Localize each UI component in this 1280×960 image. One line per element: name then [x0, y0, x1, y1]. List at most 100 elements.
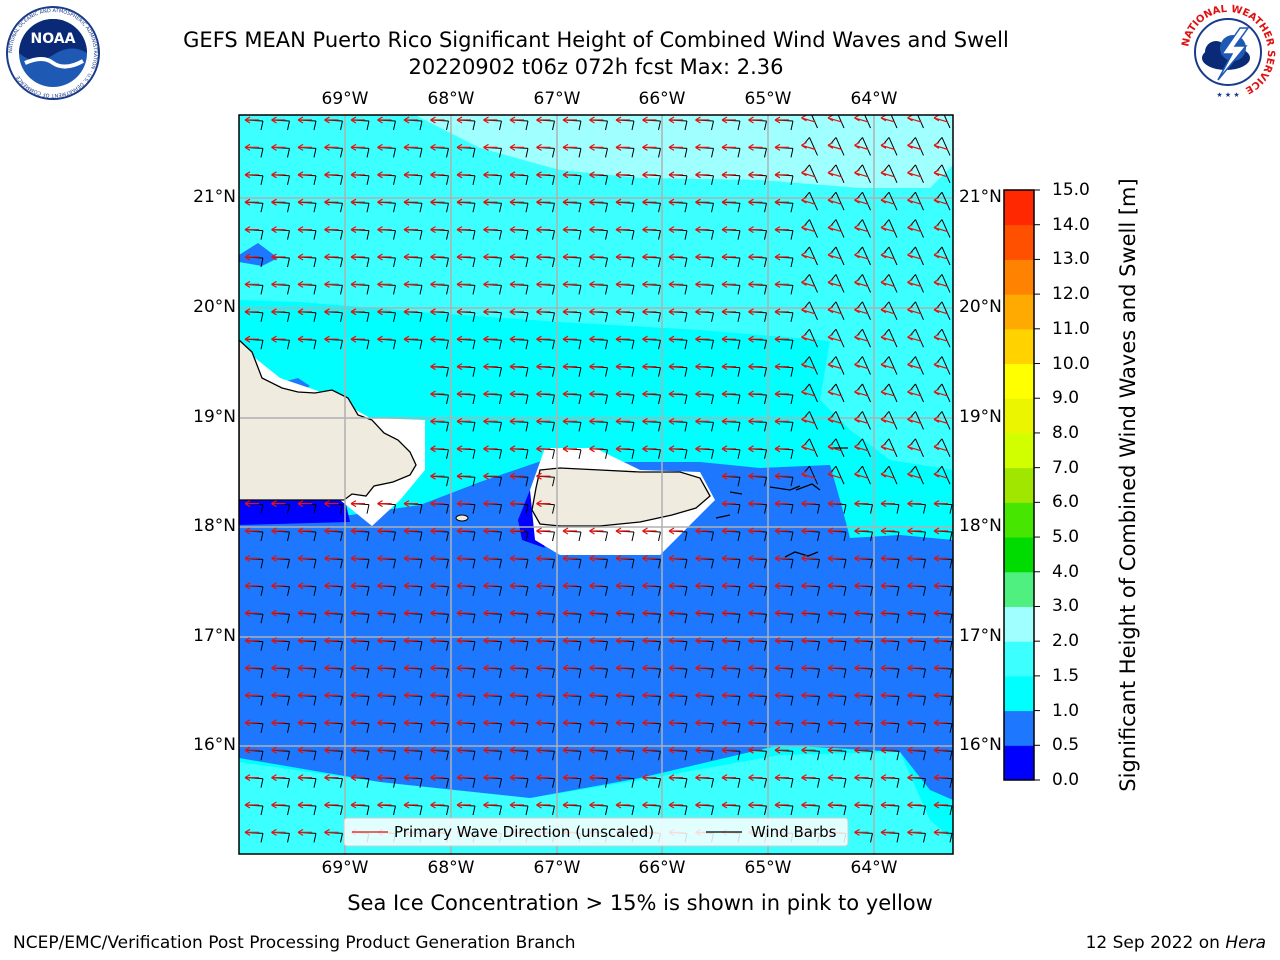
wave-direction-arrow [483, 472, 498, 480]
wave-direction-arrow [642, 746, 657, 754]
wave-direction-arrow [827, 554, 842, 562]
wave-direction-arrow [350, 774, 365, 782]
lon-label-bottom: 68°W [427, 858, 475, 878]
wave-direction-arrow [509, 171, 524, 179]
wave-direction-arrow [536, 472, 551, 480]
colorbar-tick-label: 0.0 [1052, 770, 1080, 790]
colorbar-tick-label: 8.0 [1052, 422, 1080, 443]
wave-direction-arrow [297, 637, 312, 645]
wave-direction-arrow [721, 691, 736, 699]
wave-direction-arrow [801, 719, 816, 727]
wave-direction-arrow [562, 746, 577, 754]
wave-direction-arrow [536, 390, 551, 398]
wave-direction-arrow [695, 335, 710, 343]
wave-direction-arrow [430, 253, 445, 261]
wave-direction-arrow [297, 801, 312, 809]
wave-direction-arrow [880, 719, 895, 727]
wave-direction-arrow [774, 801, 789, 809]
wave-direction-arrow [430, 280, 445, 288]
wave-direction-arrow [880, 828, 895, 836]
wave-direction-arrow [774, 363, 789, 371]
wave-direction-arrow [907, 609, 922, 617]
wave-direction-arrow [748, 719, 763, 727]
wave-direction-arrow [377, 143, 392, 151]
wave-direction-arrow [483, 226, 498, 234]
wave-direction-arrow [721, 417, 736, 425]
wave-direction-arrow [933, 470, 949, 479]
chart-subtitle: 20220902 t06z 072h fcst Max: 2.36 [408, 55, 784, 79]
wave-direction-arrow [377, 308, 392, 316]
wave-direction-arrow [403, 226, 418, 234]
wave-direction-arrow [801, 415, 816, 425]
wave-direction-arrow [801, 278, 816, 288]
wave-direction-arrow [430, 500, 445, 508]
colorbar-segment [1004, 363, 1034, 399]
wave-direction-arrow [854, 169, 869, 178]
wave-direction-arrow [297, 143, 312, 151]
lon-label-bottom: 69°W [321, 858, 369, 878]
wave-direction-arrow [244, 828, 259, 836]
wave-direction-arrow [854, 691, 869, 699]
wave-direction-arrow [721, 746, 736, 754]
wave-direction-arrow [907, 746, 922, 754]
wave-direction-arrow [695, 664, 710, 672]
wave-direction-arrow [668, 335, 683, 343]
wave-direction-arrow [589, 774, 604, 782]
wave-direction-arrow [509, 801, 524, 809]
wave-direction-arrow [668, 363, 683, 371]
wave-direction-arrow [350, 116, 365, 124]
wave-direction-arrow [536, 116, 551, 124]
wave-direction-arrow [456, 143, 471, 151]
wave-direction-arrow [880, 774, 895, 782]
wave-direction-arrow [933, 306, 949, 315]
wave-direction-arrow [668, 527, 683, 535]
wave-direction-arrow [774, 500, 789, 508]
wave-direction-arrow [483, 554, 498, 562]
lat-label-right: 18°N [959, 516, 1002, 536]
contour-0-0.5-west [239, 500, 350, 525]
colorbar-tick-label: 0.5 [1052, 735, 1080, 756]
wave-direction-arrow [721, 280, 736, 288]
wave-direction-arrow [509, 253, 524, 261]
lat-label-right: 16°N [959, 735, 1002, 755]
colorbar-segment [1004, 467, 1034, 503]
wave-direction-arrow [483, 280, 498, 288]
wave-direction-arrow [827, 719, 842, 727]
wave-direction-arrow [536, 171, 551, 179]
wind-barb [910, 115, 924, 129]
wave-direction-arrow [536, 691, 551, 699]
wave-direction-arrow [615, 226, 630, 234]
wave-direction-arrow [562, 280, 577, 288]
wave-direction-arrow [907, 774, 922, 782]
wave-direction-arrow [774, 198, 789, 206]
wave-direction-arrow [668, 609, 683, 617]
wave-direction-arrow [933, 746, 948, 754]
wave-direction-arrow [297, 582, 312, 590]
wave-direction-arrow [721, 226, 736, 234]
wave-direction-arrow [880, 691, 895, 699]
wave-direction-arrow [827, 746, 842, 754]
wave-direction-arrow [244, 527, 259, 535]
wave-direction-arrow [456, 527, 471, 535]
wave-direction-arrow [324, 554, 339, 562]
wave-direction-arrow [403, 637, 418, 645]
wave-direction-arrow [854, 582, 869, 590]
lat-label-left: 19°N [193, 407, 236, 427]
wave-direction-arrow [668, 637, 683, 645]
wave-direction-arrow [297, 691, 312, 699]
wave-direction-arrow [589, 554, 604, 562]
wave-direction-arrow [668, 171, 683, 179]
wave-direction-arrow [456, 582, 471, 590]
wave-direction-arrow [748, 582, 763, 590]
wave-direction-arrow [271, 582, 286, 590]
wave-direction-arrow [642, 527, 657, 535]
wave-direction-arrow [509, 335, 524, 343]
wave-direction-arrow [827, 278, 843, 288]
wave-direction-arrow [297, 171, 312, 179]
wave-direction-arrow [324, 746, 339, 754]
wave-direction-arrow [748, 527, 763, 535]
wave-direction-arrow [483, 390, 498, 398]
colorbar-tick-label: 4.0 [1052, 561, 1080, 582]
wave-direction-arrow [562, 554, 577, 562]
wave-direction-arrow [536, 280, 551, 288]
